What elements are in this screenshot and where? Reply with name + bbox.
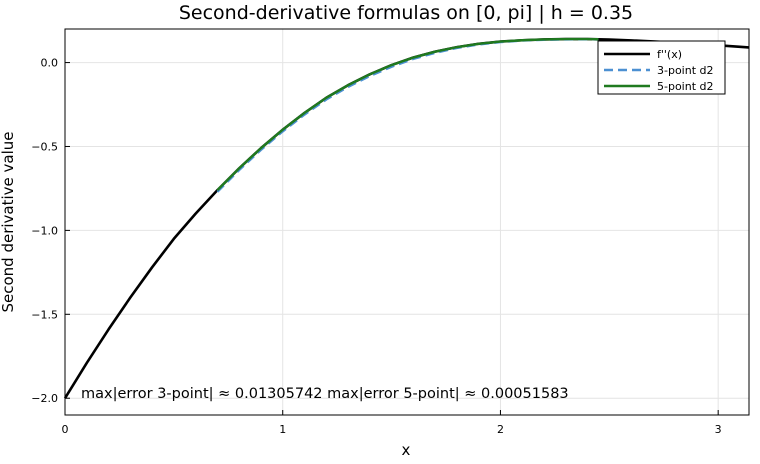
legend-items: f''(x) 3-point d2 5-point d2 [604,48,714,93]
x-tick-label: 2 [497,423,504,436]
chart-title: Second-derivative formulas on [0, pi] | … [179,2,633,24]
y-tick-label: −1.0 [31,224,58,237]
x-tick-label: 1 [279,423,286,436]
y-tick-label: −1.5 [31,308,58,321]
x-tick-label: 3 [715,423,722,436]
y-tick-label: 0.0 [41,57,59,70]
legend-label-2: 3-point d2 [657,64,714,77]
series-line-3 [216,37,599,191]
plot-frame [64,28,750,416]
y-tick-label: −0.5 [31,140,58,153]
tick-layer: 0 1 2 3 −2.0 −1.5 −1.0 −0.5 0.0 [31,57,721,436]
y-tick-label: −2.0 [31,392,58,405]
legend: f''(x) 3-point d2 5-point d2 [597,40,726,95]
y-axis-label: Second derivative value [0,131,17,312]
x-tick-label: 0 [62,423,69,436]
legend-label-3: 5-point d2 [657,80,714,93]
annotation-text: max|error 3-point| ≈ 0.01305742 max|erro… [81,386,569,402]
x-axis-label: x [402,441,411,459]
legend-label-1: f''(x) [657,48,682,61]
